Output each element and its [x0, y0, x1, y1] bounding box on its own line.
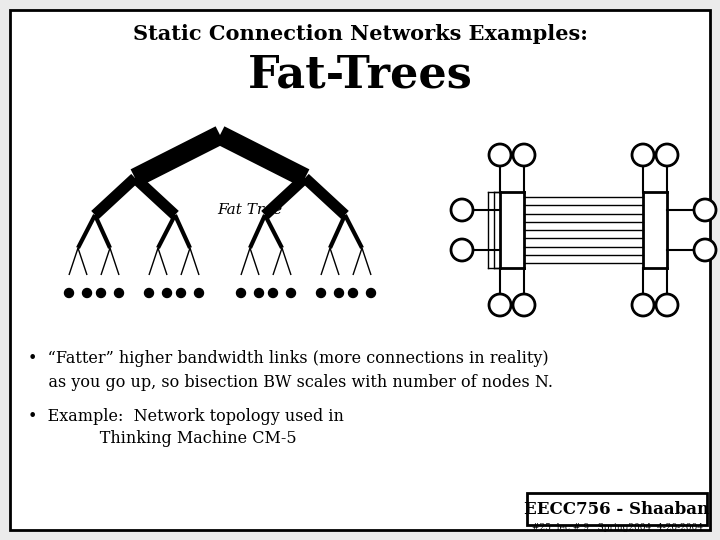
Circle shape [254, 288, 264, 298]
Circle shape [65, 288, 73, 298]
Text: #25  lec # 9   Spring2004  4-20-2004: #25 lec # 9 Spring2004 4-20-2004 [531, 523, 703, 531]
Circle shape [513, 294, 535, 316]
Circle shape [632, 144, 654, 166]
Circle shape [317, 288, 325, 298]
Circle shape [335, 288, 343, 298]
FancyBboxPatch shape [10, 10, 710, 530]
Circle shape [348, 288, 358, 298]
Text: Thinking Machine CM-5: Thinking Machine CM-5 [28, 430, 297, 447]
Circle shape [114, 288, 124, 298]
Circle shape [287, 288, 295, 298]
Circle shape [83, 288, 91, 298]
Circle shape [269, 288, 277, 298]
Circle shape [451, 239, 473, 261]
Text: •  “Fatter” higher bandwidth links (more connections in reality): • “Fatter” higher bandwidth links (more … [28, 350, 549, 367]
Circle shape [513, 144, 535, 166]
Text: Fat-Trees: Fat-Trees [248, 53, 472, 97]
Text: as you go up, so bisection BW scales with number of nodes N.: as you go up, so bisection BW scales wit… [28, 374, 553, 391]
Circle shape [145, 288, 153, 298]
Text: Static Connection Networks Examples:: Static Connection Networks Examples: [132, 24, 588, 44]
Circle shape [656, 294, 678, 316]
Circle shape [194, 288, 204, 298]
Circle shape [451, 199, 473, 221]
Text: •  Example:  Network topology used in: • Example: Network topology used in [28, 408, 344, 425]
Circle shape [489, 144, 511, 166]
Circle shape [632, 294, 654, 316]
Circle shape [96, 288, 106, 298]
Text: Fat Tree: Fat Tree [217, 203, 282, 217]
Circle shape [694, 199, 716, 221]
Circle shape [366, 288, 376, 298]
Circle shape [694, 239, 716, 261]
Circle shape [236, 288, 246, 298]
Text: EECC756 - Shaaban: EECC756 - Shaaban [524, 501, 710, 517]
FancyBboxPatch shape [527, 493, 707, 525]
Circle shape [176, 288, 186, 298]
Circle shape [163, 288, 171, 298]
Circle shape [489, 294, 511, 316]
Circle shape [656, 144, 678, 166]
